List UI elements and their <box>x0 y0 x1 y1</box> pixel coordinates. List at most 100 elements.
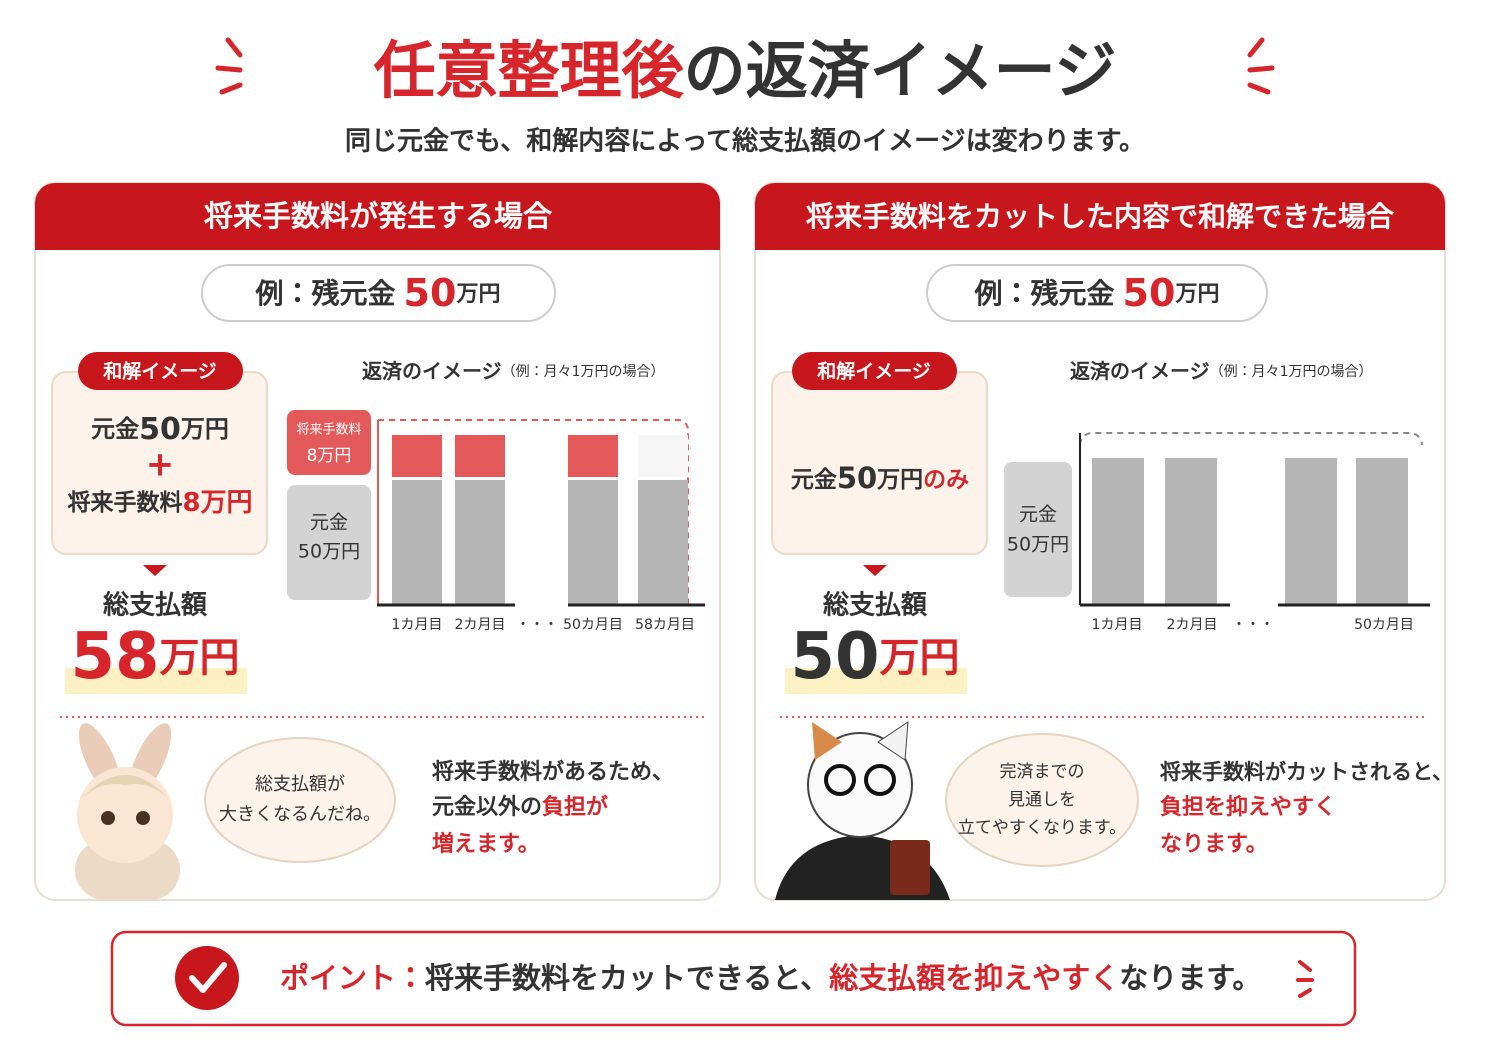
bar-fee <box>455 435 505 477</box>
suffix: のみ <box>923 467 969 493</box>
month-label: 1カ月目 <box>1092 617 1143 633</box>
example-pill <box>926 264 1268 322</box>
note-line: 増えます。 <box>432 831 540 857</box>
rabbit-illustration <box>75 723 180 900</box>
chart-note: （例：月々1万円の場合） <box>502 364 665 380</box>
total: 50万円 <box>790 620 959 694</box>
month-label: 50カ月目 <box>1354 617 1414 633</box>
speech-line: 総支払額が <box>255 774 345 795</box>
highlight <box>65 668 247 694</box>
month-label: ・・・ <box>1232 617 1274 633</box>
example-unit: 万円 <box>1174 282 1219 307</box>
settlement-tag <box>792 352 957 390</box>
point-label: ポイント： <box>280 961 425 995</box>
chart-title: 返済のイメージ（例：月々1万円の場合） <box>1070 359 1373 383</box>
chart-title-text: 返済のイメージ <box>362 359 502 383</box>
check-mark <box>189 962 227 993</box>
point-accent: 総支払額を抑えやすく <box>829 961 1119 995</box>
settlement-tag <box>78 352 243 390</box>
settlement-plus: + <box>146 445 175 485</box>
burst-left <box>215 37 243 95</box>
label: 元金 <box>791 467 837 493</box>
note-accent: 負担が <box>542 794 608 820</box>
total-amount: 50 <box>790 620 879 694</box>
highlight <box>785 668 967 694</box>
bars <box>392 435 688 605</box>
legend-principal-label: 元金 <box>310 512 348 534</box>
bars <box>1092 458 1408 605</box>
month-label: 2カ月目 <box>1167 617 1218 633</box>
bar-principal <box>1285 458 1337 605</box>
unit: 万円 <box>181 415 229 443</box>
example-label: 例：残元金 <box>974 277 1115 310</box>
amount: 50 <box>837 461 877 495</box>
chart-title-text: 返済のイメージ <box>1070 359 1210 383</box>
title: 任意整理後の返済イメージ <box>374 34 1117 107</box>
total-unit: 万円 <box>880 635 960 681</box>
bar-principal <box>1092 458 1144 605</box>
amount: 8万円 <box>182 488 252 518</box>
check-icon <box>175 946 239 1010</box>
panel-right: 将来手数料をカットした内容で和解できた場合 例：残元金 50万円 和解イメージ 元… <box>754 182 1453 901</box>
point-text: ポイント：将来手数料をカットできると、総支払額を抑えやすくなります。 <box>280 961 1261 995</box>
month-label: 50カ月目 <box>563 617 623 633</box>
panel-heading: 将来手数料をカットした内容で和解できた場合 <box>806 200 1395 233</box>
legend-fee-label: 将来手数料 <box>296 423 361 438</box>
note-line: 将来手数料がカットされると、 <box>1160 760 1453 784</box>
label: 元金 <box>91 415 139 443</box>
month-label: 2カ月目 <box>455 617 506 633</box>
arrow <box>863 565 887 576</box>
speech-bubble <box>204 737 396 863</box>
example-label: 例：残元金 <box>255 277 396 310</box>
note-line: 将来手数料があるため、 <box>432 759 674 785</box>
unit: 万円 <box>877 467 923 493</box>
bar-principal <box>638 480 688 605</box>
speech-bubble <box>945 733 1139 867</box>
bar-principal <box>568 480 618 605</box>
bar-principal <box>1356 458 1408 605</box>
example-pill <box>201 264 556 322</box>
speech-line: 立てやすくなります。 <box>958 818 1126 838</box>
title-accent: 任意整理後 <box>374 34 685 107</box>
legend-fee <box>287 410 371 475</box>
bar-principal <box>1165 458 1217 605</box>
legend-fee-amount: 8万円 <box>307 446 352 466</box>
total-label: 総支払額 <box>103 590 208 621</box>
total: 58万円 <box>70 620 239 694</box>
dashed-outline <box>378 419 689 605</box>
amount: 50 <box>139 412 181 447</box>
speech-line: 見通しを <box>1008 790 1076 810</box>
speech-line: 大きくなるんだね。 <box>219 804 381 825</box>
cat-illustration <box>775 721 950 900</box>
settlement-line1: 元金50万円のみ <box>791 461 969 495</box>
panel-header <box>755 183 1445 250</box>
panel-heading: 将来手数料が発生する場合 <box>204 199 553 233</box>
bar-empty <box>638 435 688 477</box>
point-text1: 将来手数料をカットできると、 <box>425 961 829 995</box>
point-text2: なります。 <box>1119 961 1261 995</box>
dashed-outline <box>1079 432 1423 446</box>
legend-principal-amount: 50万円 <box>298 541 360 563</box>
total-amount: 58 <box>70 620 159 694</box>
label: 将来手数料 <box>67 489 182 516</box>
settlement-tag-text: 和解イメージ <box>103 360 217 383</box>
month-label: ・・・ <box>516 617 558 633</box>
legend-principal-amount: 50万円 <box>1007 534 1069 556</box>
settlement-line1: 元金50万円 <box>91 412 229 447</box>
legend-principal <box>1004 462 1072 597</box>
chart-title: 返済のイメージ（例：月々1万円の場合） <box>362 359 665 383</box>
legend-principal <box>287 485 371 600</box>
burst-footer <box>1296 960 1314 998</box>
settlement-line2: 将来手数料8万円 <box>67 488 252 518</box>
settlement-tag-text: 和解イメージ <box>817 360 931 383</box>
note-line: なります。 <box>1160 832 1268 857</box>
example-amount: 50 <box>1123 271 1176 315</box>
month-label: 1カ月目 <box>392 617 443 633</box>
note-line: 元金以外の負担が <box>432 794 608 820</box>
bar-fee <box>568 435 618 477</box>
example: 例：残元金 50万円 <box>974 271 1220 315</box>
point-box <box>110 930 1357 1027</box>
month-label: 58カ月目 <box>635 617 695 633</box>
bar-principal <box>392 480 442 605</box>
